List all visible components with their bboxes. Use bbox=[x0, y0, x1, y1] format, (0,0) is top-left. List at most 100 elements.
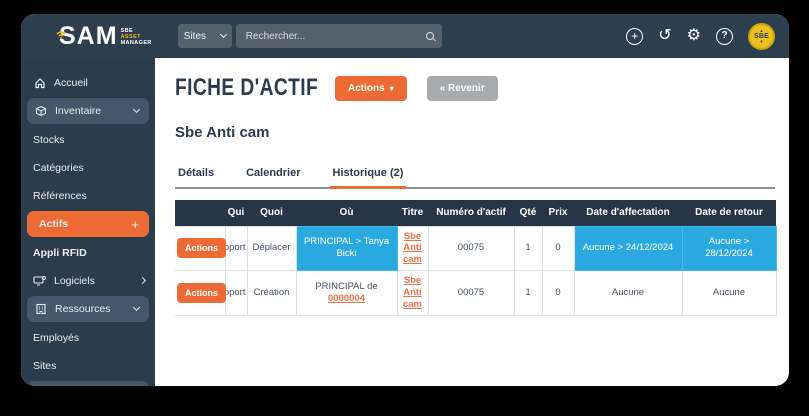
chevron-down-icon bbox=[219, 30, 227, 39]
plus-icon[interactable]: + bbox=[131, 216, 139, 232]
triangle-down-icon: ▼ bbox=[759, 38, 764, 44]
col-actions bbox=[175, 200, 225, 226]
row-actions-button[interactable]: Actions bbox=[177, 282, 227, 303]
sidebar-item-rapports[interactable]: Rapports bbox=[27, 381, 149, 386]
table-row: Actions Rapport Déplacer PRINCIPAL > Tan… bbox=[175, 225, 777, 272]
cell-qui: Rapport bbox=[224, 225, 248, 272]
row-actions-button[interactable]: Actions bbox=[177, 238, 227, 259]
page-title: FICHE D'ACTIF bbox=[175, 74, 319, 101]
col-date-affectation: Date d'affectation bbox=[574, 200, 682, 226]
sidebar-item-label: Employés bbox=[33, 331, 80, 344]
sidebar-item-stocks[interactable]: Stocks bbox=[21, 127, 155, 152]
tab-bar: Détails Calendrier Historique (2) bbox=[175, 167, 775, 189]
chevron-down-icon bbox=[132, 105, 141, 114]
history-table: Qui Quoi Où Titre Numéro d'actif Qté Pri… bbox=[175, 200, 777, 316]
sidebar-item-actifs[interactable]: Actifs + bbox=[27, 211, 149, 237]
asset-name: Sbe Anti cam bbox=[175, 124, 270, 141]
logo-sub-line: MANAGER bbox=[120, 40, 152, 47]
col-qui: Qui bbox=[225, 200, 247, 226]
cell-numero: 00075 bbox=[427, 270, 515, 316]
sidebar-item-label: Appli RFID bbox=[33, 246, 87, 259]
table-row: Actions Rapport Création PRINCIPAL de 00… bbox=[175, 270, 777, 316]
col-quoi: Quoi bbox=[247, 200, 296, 226]
badge-label: SBE bbox=[754, 32, 769, 40]
origin-asset-link[interactable]: 0000004 bbox=[328, 292, 365, 304]
chevron-down-icon bbox=[132, 303, 141, 312]
cell-affectation: Aucune > 24/12/2024 bbox=[573, 225, 683, 272]
sidebar-item-label: Inventaire bbox=[55, 105, 102, 117]
sbe-avatar-badge[interactable]: ▲ SBE ▼ bbox=[748, 22, 775, 50]
actions-button-label: Actions bbox=[348, 82, 385, 94]
gear-icon[interactable]: ⚙ bbox=[686, 27, 701, 44]
sidebar-item-label: Sites bbox=[33, 359, 57, 372]
col-numero-actif: Numéro d'actif bbox=[428, 200, 514, 226]
logo-subtitle: SBE ASSET MANAGER bbox=[121, 28, 152, 47]
cell-retour: Aucune > 28/12/2024 bbox=[681, 225, 777, 272]
add-icon[interactable]: + bbox=[626, 27, 644, 45]
tab-calendrier[interactable]: Calendrier bbox=[246, 167, 301, 179]
asset-title-link[interactable]: Sbe Anti cam bbox=[402, 275, 422, 310]
main-content: FICHE D'ACTIF Actions ▾ « Revenir Sbe An… bbox=[155, 58, 789, 386]
sidebar-item-label: Ressources bbox=[55, 303, 111, 315]
site-select[interactable]: Sites bbox=[177, 24, 232, 48]
back-button-label: « Revenir bbox=[439, 82, 485, 94]
sidebar: Accueil Inventaire Stocks Catégories Réf… bbox=[21, 58, 155, 386]
site-select-value: Sites bbox=[183, 30, 207, 42]
sidebar-item-label: Logiciels bbox=[54, 274, 95, 287]
cell-affectation: Aucune bbox=[573, 270, 683, 316]
cell-qui: Rapport bbox=[224, 270, 248, 316]
topbar-actions: + ↺ ⚙ ? ▲ SBE ▼ bbox=[626, 22, 775, 50]
triangle-up-icon: ▲ bbox=[759, 27, 764, 33]
logo-sub-line: ASSET bbox=[120, 33, 141, 40]
actions-button[interactable]: Actions ▾ bbox=[335, 75, 407, 101]
sidebar-item-logiciels[interactable]: Logiciels bbox=[21, 268, 155, 293]
wifi-antenna-icon bbox=[56, 31, 66, 39]
back-button[interactable]: « Revenir bbox=[426, 75, 498, 101]
sam-logo: SAM SBE ASSET MANAGER bbox=[56, 21, 152, 50]
search-box bbox=[235, 24, 442, 48]
table-header-row: Qui Quoi Où Titre Numéro d'actif Qté Pri… bbox=[175, 200, 776, 226]
sidebar-item-ressources[interactable]: Ressources bbox=[27, 296, 149, 322]
cell-ou-text: PRINCIPAL de bbox=[315, 281, 378, 293]
topbar: SAM SBE ASSET MANAGER Sites + ↺ ⚙ ? bbox=[21, 14, 789, 58]
sidebar-item-label: Accueil bbox=[54, 76, 88, 89]
search-icon[interactable] bbox=[425, 32, 434, 40]
tab-historique[interactable]: Historique (2) bbox=[329, 167, 407, 189]
sidebar-item-label: Catégories bbox=[33, 161, 84, 174]
monitor-icon bbox=[33, 274, 46, 287]
search-input[interactable] bbox=[243, 29, 414, 43]
sidebar-item-inventaire[interactable]: Inventaire bbox=[27, 98, 149, 124]
cell-ou: PRINCIPAL > Tanya Bicki bbox=[295, 225, 398, 272]
tab-details[interactable]: Détails bbox=[178, 167, 215, 179]
cell-quoi: Déplacer bbox=[246, 225, 297, 272]
home-icon bbox=[33, 76, 46, 89]
cell-qte: 1 bbox=[513, 270, 543, 316]
cell-prix: 0 bbox=[541, 270, 575, 316]
sidebar-item-categories[interactable]: Catégories bbox=[21, 155, 155, 180]
help-icon[interactable]: ? bbox=[716, 27, 733, 45]
building-icon bbox=[34, 303, 47, 316]
col-titre: Titre bbox=[397, 200, 428, 226]
cell-qte: 1 bbox=[513, 225, 543, 272]
col-ou: Où bbox=[296, 200, 397, 226]
sidebar-item-references[interactable]: Références bbox=[21, 183, 155, 208]
sidebar-item-sites[interactable]: Sites bbox=[21, 353, 155, 378]
cell-ou: PRINCIPAL de 0000004 bbox=[295, 270, 398, 316]
col-date-retour: Date de retour bbox=[682, 200, 776, 226]
col-qte: Qté bbox=[514, 200, 542, 226]
logo-sub-line: SBE bbox=[120, 27, 134, 34]
history-icon[interactable]: ↺ bbox=[658, 27, 672, 44]
chevron-right-icon bbox=[138, 276, 147, 285]
caret-down-icon: ▾ bbox=[389, 83, 394, 93]
sidebar-item-label: Actifs bbox=[39, 218, 69, 230]
sam-logo-text: SAM bbox=[59, 21, 118, 50]
sidebar-item-accueil[interactable]: Accueil bbox=[21, 70, 155, 95]
cell-retour: Aucune bbox=[681, 270, 777, 316]
sidebar-item-appli-rfid[interactable]: Appli RFID bbox=[21, 240, 155, 265]
sidebar-item-label: Stocks bbox=[33, 133, 65, 146]
sidebar-item-employes[interactable]: Employés bbox=[21, 325, 155, 350]
cell-prix: 0 bbox=[541, 225, 575, 272]
asset-title-link[interactable]: Sbe Anti cam bbox=[402, 230, 422, 266]
sidebar-item-label: Références bbox=[33, 189, 87, 202]
cell-numero: 00075 bbox=[427, 225, 515, 272]
